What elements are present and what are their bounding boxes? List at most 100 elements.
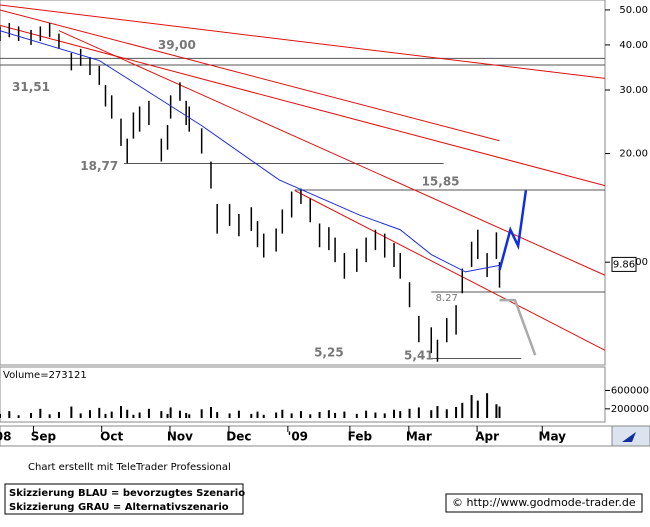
volume-bar — [417, 407, 420, 418]
volume-bar — [262, 414, 265, 418]
volume-bar — [486, 393, 489, 418]
volume-bar — [455, 406, 458, 418]
legend-entry: Skizzierung GRAU = Alternativszenario — [9, 502, 229, 513]
volume-bar — [445, 409, 448, 418]
volume-title: Volume=273121 — [3, 370, 87, 381]
x-tick-label: Apr — [475, 430, 499, 444]
trend-line — [0, 24, 606, 187]
volume-bar — [132, 414, 135, 418]
volume-bar — [281, 409, 284, 418]
annotation: 5,25 — [314, 346, 344, 360]
time-axis — [0, 425, 650, 447]
x-tick-label: Nov — [167, 430, 193, 444]
annotation: 39,00 — [158, 38, 196, 52]
volume-bar — [374, 412, 377, 418]
volume-bar — [0, 413, 1, 418]
volume-bar — [110, 411, 113, 418]
volume-bar — [160, 411, 163, 418]
x-tick-label: 08 — [0, 430, 11, 444]
last-price: 9.86 — [613, 259, 635, 270]
forecast-line — [498, 190, 528, 271]
volume-bar — [334, 412, 337, 418]
volume-bar — [166, 413, 169, 418]
y-tick-label: 200000 — [611, 404, 649, 415]
volume-bar — [57, 412, 60, 418]
volume-bar — [70, 406, 73, 418]
volume-bar — [188, 414, 191, 418]
volume-bar — [399, 411, 402, 418]
volume-bar — [256, 411, 259, 418]
volume-bar — [79, 413, 82, 418]
x-tick-label: Sep — [31, 430, 57, 444]
volume-bar — [120, 406, 122, 418]
trend-line — [294, 190, 606, 351]
volume-bar — [275, 412, 278, 418]
annotation: 31,51 — [12, 80, 50, 94]
copyright: © http://www.godmode-trader.de — [452, 496, 636, 509]
legend-entry: Skizzierung BLAU = bevorzugtes Szenario — [9, 488, 245, 499]
moving-average — [0, 30, 500, 273]
annotation: 8.27 — [436, 293, 458, 304]
volume-bar — [178, 410, 181, 418]
annotation: 5,41 — [404, 348, 434, 362]
volume-bar — [393, 409, 396, 418]
x-tick-label: Mar — [406, 430, 432, 444]
trend-line — [0, 4, 606, 79]
arrow-icon — [622, 432, 636, 442]
volume-bar — [8, 411, 11, 418]
x-tick-label: Oct — [100, 430, 123, 444]
volume-bar — [98, 407, 101, 418]
volume-bar — [290, 413, 293, 418]
volume-bar — [185, 412, 188, 418]
volume-bar — [383, 413, 386, 418]
last-price-box — [611, 256, 637, 272]
volume-bar — [408, 408, 411, 418]
volume-bar — [88, 410, 91, 418]
x-tick-label: '09 — [288, 430, 308, 444]
volume-bar — [209, 406, 212, 418]
volume-bar — [39, 408, 42, 418]
volume-bar — [495, 404, 498, 418]
volume-bar — [48, 414, 51, 418]
volume-bar — [470, 395, 473, 418]
price-panel — [0, 0, 606, 366]
volume-bar — [343, 411, 346, 418]
volume-bar — [309, 414, 312, 418]
volume-bar — [318, 412, 321, 418]
y-tick-label: 30.00 — [619, 85, 648, 96]
volume-panel — [0, 366, 606, 423]
volume-bar — [461, 402, 464, 418]
volume-bar — [299, 411, 302, 418]
x-tick-label: Feb — [348, 430, 373, 444]
annotation: 15,85 — [422, 174, 460, 188]
y-tick-label: 50.00 — [619, 5, 648, 16]
y-tick-label: 40.00 — [619, 40, 648, 51]
volume-bar — [30, 412, 33, 418]
volume-bar — [498, 406, 501, 418]
volume-bar — [147, 408, 150, 418]
volume-bar — [365, 410, 368, 418]
trend-line — [0, 9, 500, 142]
volume-bar — [138, 412, 141, 418]
annotation: 18,77 — [80, 159, 118, 173]
volume-bar — [216, 412, 219, 418]
volume-bar — [355, 413, 358, 418]
volume-bar — [327, 410, 330, 418]
legend-box — [4, 483, 244, 515]
volume-bar — [228, 413, 231, 418]
forecast-line — [499, 298, 537, 356]
x-tick-label: Dec — [226, 430, 251, 444]
volume-bar — [250, 413, 253, 418]
volume-bar — [476, 400, 479, 418]
y-tick-label: 20.00 — [619, 149, 648, 160]
volume-bar — [430, 410, 433, 418]
volume-bar — [104, 413, 107, 418]
volume-bar — [17, 415, 20, 418]
credit: Chart erstellt mit TeleTrader Profession… — [28, 462, 231, 473]
volume-bar — [237, 410, 240, 418]
y-tick-label: 600000 — [611, 385, 649, 396]
volume-bar — [169, 407, 172, 418]
volume-bar — [126, 409, 129, 418]
x-tick-label: May — [539, 430, 567, 444]
